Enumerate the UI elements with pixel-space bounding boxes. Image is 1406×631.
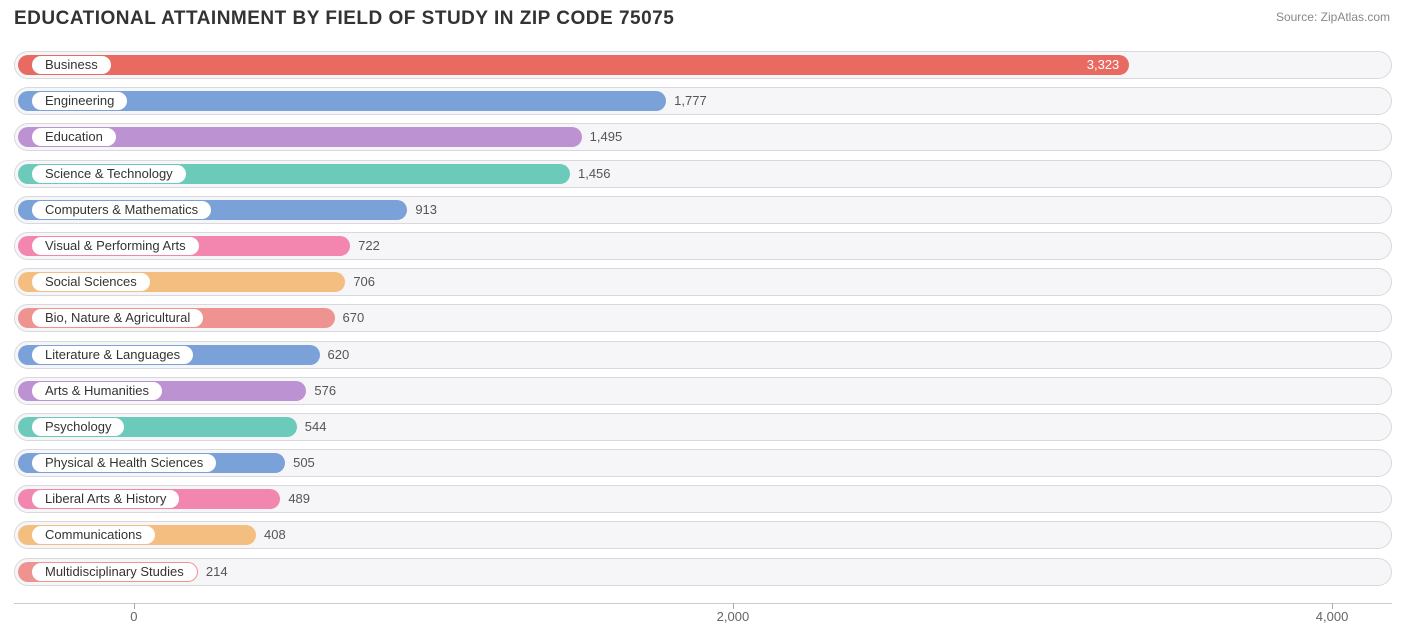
category-pill: Science & Technology <box>32 165 186 183</box>
category-pill: Literature & Languages <box>32 346 193 364</box>
x-tick-label: 4,000 <box>1316 609 1349 624</box>
bar-row: Bio, Nature & Agricultural 670 <box>14 301 1392 337</box>
x-axis-line <box>14 603 1392 604</box>
value-label: 408 <box>264 527 286 542</box>
bar-row: Business 3,323 <box>14 48 1392 84</box>
chart-title: EDUCATIONAL ATTAINMENT BY FIELD OF STUDY… <box>14 8 674 30</box>
bar-row: Education 1,495 <box>14 120 1392 156</box>
value-label: 576 <box>314 383 336 398</box>
category-pill: Computers & Mathematics <box>32 201 211 219</box>
value-label: 722 <box>358 238 380 253</box>
bar-row: Social Sciences 706 <box>14 265 1392 301</box>
value-label: 3,323 <box>1087 57 1120 72</box>
category-pill: Bio, Nature & Agricultural <box>32 309 203 327</box>
category-pill: Communications <box>32 526 155 544</box>
category-pill: Psychology <box>32 418 124 436</box>
category-pill: Liberal Arts & History <box>32 490 179 508</box>
chart-plot-area: Business 3,323 Engineering 1,777 Education 1,… <box>14 48 1392 601</box>
bar-row: Multidisciplinary Studies 214 <box>14 555 1392 591</box>
bar-fill <box>18 55 1129 75</box>
category-pill: Social Sciences <box>32 273 150 291</box>
category-pill: Business <box>32 56 111 74</box>
source-credit: Source: ZipAtlas.com <box>1276 10 1390 24</box>
bar-row: Science & Technology 1,456 <box>14 157 1392 193</box>
category-pill: Multidisciplinary Studies <box>32 563 197 581</box>
value-label: 1,456 <box>578 166 611 181</box>
value-label: 544 <box>305 419 327 434</box>
bar-row: Psychology 544 <box>14 410 1392 446</box>
bar-row: Literature & Languages 620 <box>14 338 1392 374</box>
bar-row: Liberal Arts & History 489 <box>14 482 1392 518</box>
category-pill: Education <box>32 128 116 146</box>
value-label: 913 <box>415 202 437 217</box>
value-label: 489 <box>288 491 310 506</box>
value-label: 706 <box>353 274 375 289</box>
value-label: 505 <box>293 455 315 470</box>
value-label: 1,777 <box>674 93 707 108</box>
category-pill: Arts & Humanities <box>32 382 162 400</box>
value-label: 1,495 <box>590 129 623 144</box>
value-label: 670 <box>343 310 365 325</box>
bar-row: Physical & Health Sciences 505 <box>14 446 1392 482</box>
bar-row: Visual & Performing Arts 722 <box>14 229 1392 265</box>
category-pill: Physical & Health Sciences <box>32 454 216 472</box>
value-label: 620 <box>328 347 350 362</box>
value-label: 214 <box>206 564 228 579</box>
bar-row: Computers & Mathematics 913 <box>14 193 1392 229</box>
category-pill: Engineering <box>32 92 127 110</box>
x-tick-label: 2,000 <box>717 609 750 624</box>
bar-row: Engineering 1,777 <box>14 84 1392 120</box>
x-tick-label: 0 <box>130 609 137 624</box>
x-axis: 0 2,000 4,000 <box>14 603 1392 625</box>
bar-row: Communications 408 <box>14 518 1392 554</box>
category-pill: Visual & Performing Arts <box>32 237 199 255</box>
bar-row: Arts & Humanities 576 <box>14 374 1392 410</box>
